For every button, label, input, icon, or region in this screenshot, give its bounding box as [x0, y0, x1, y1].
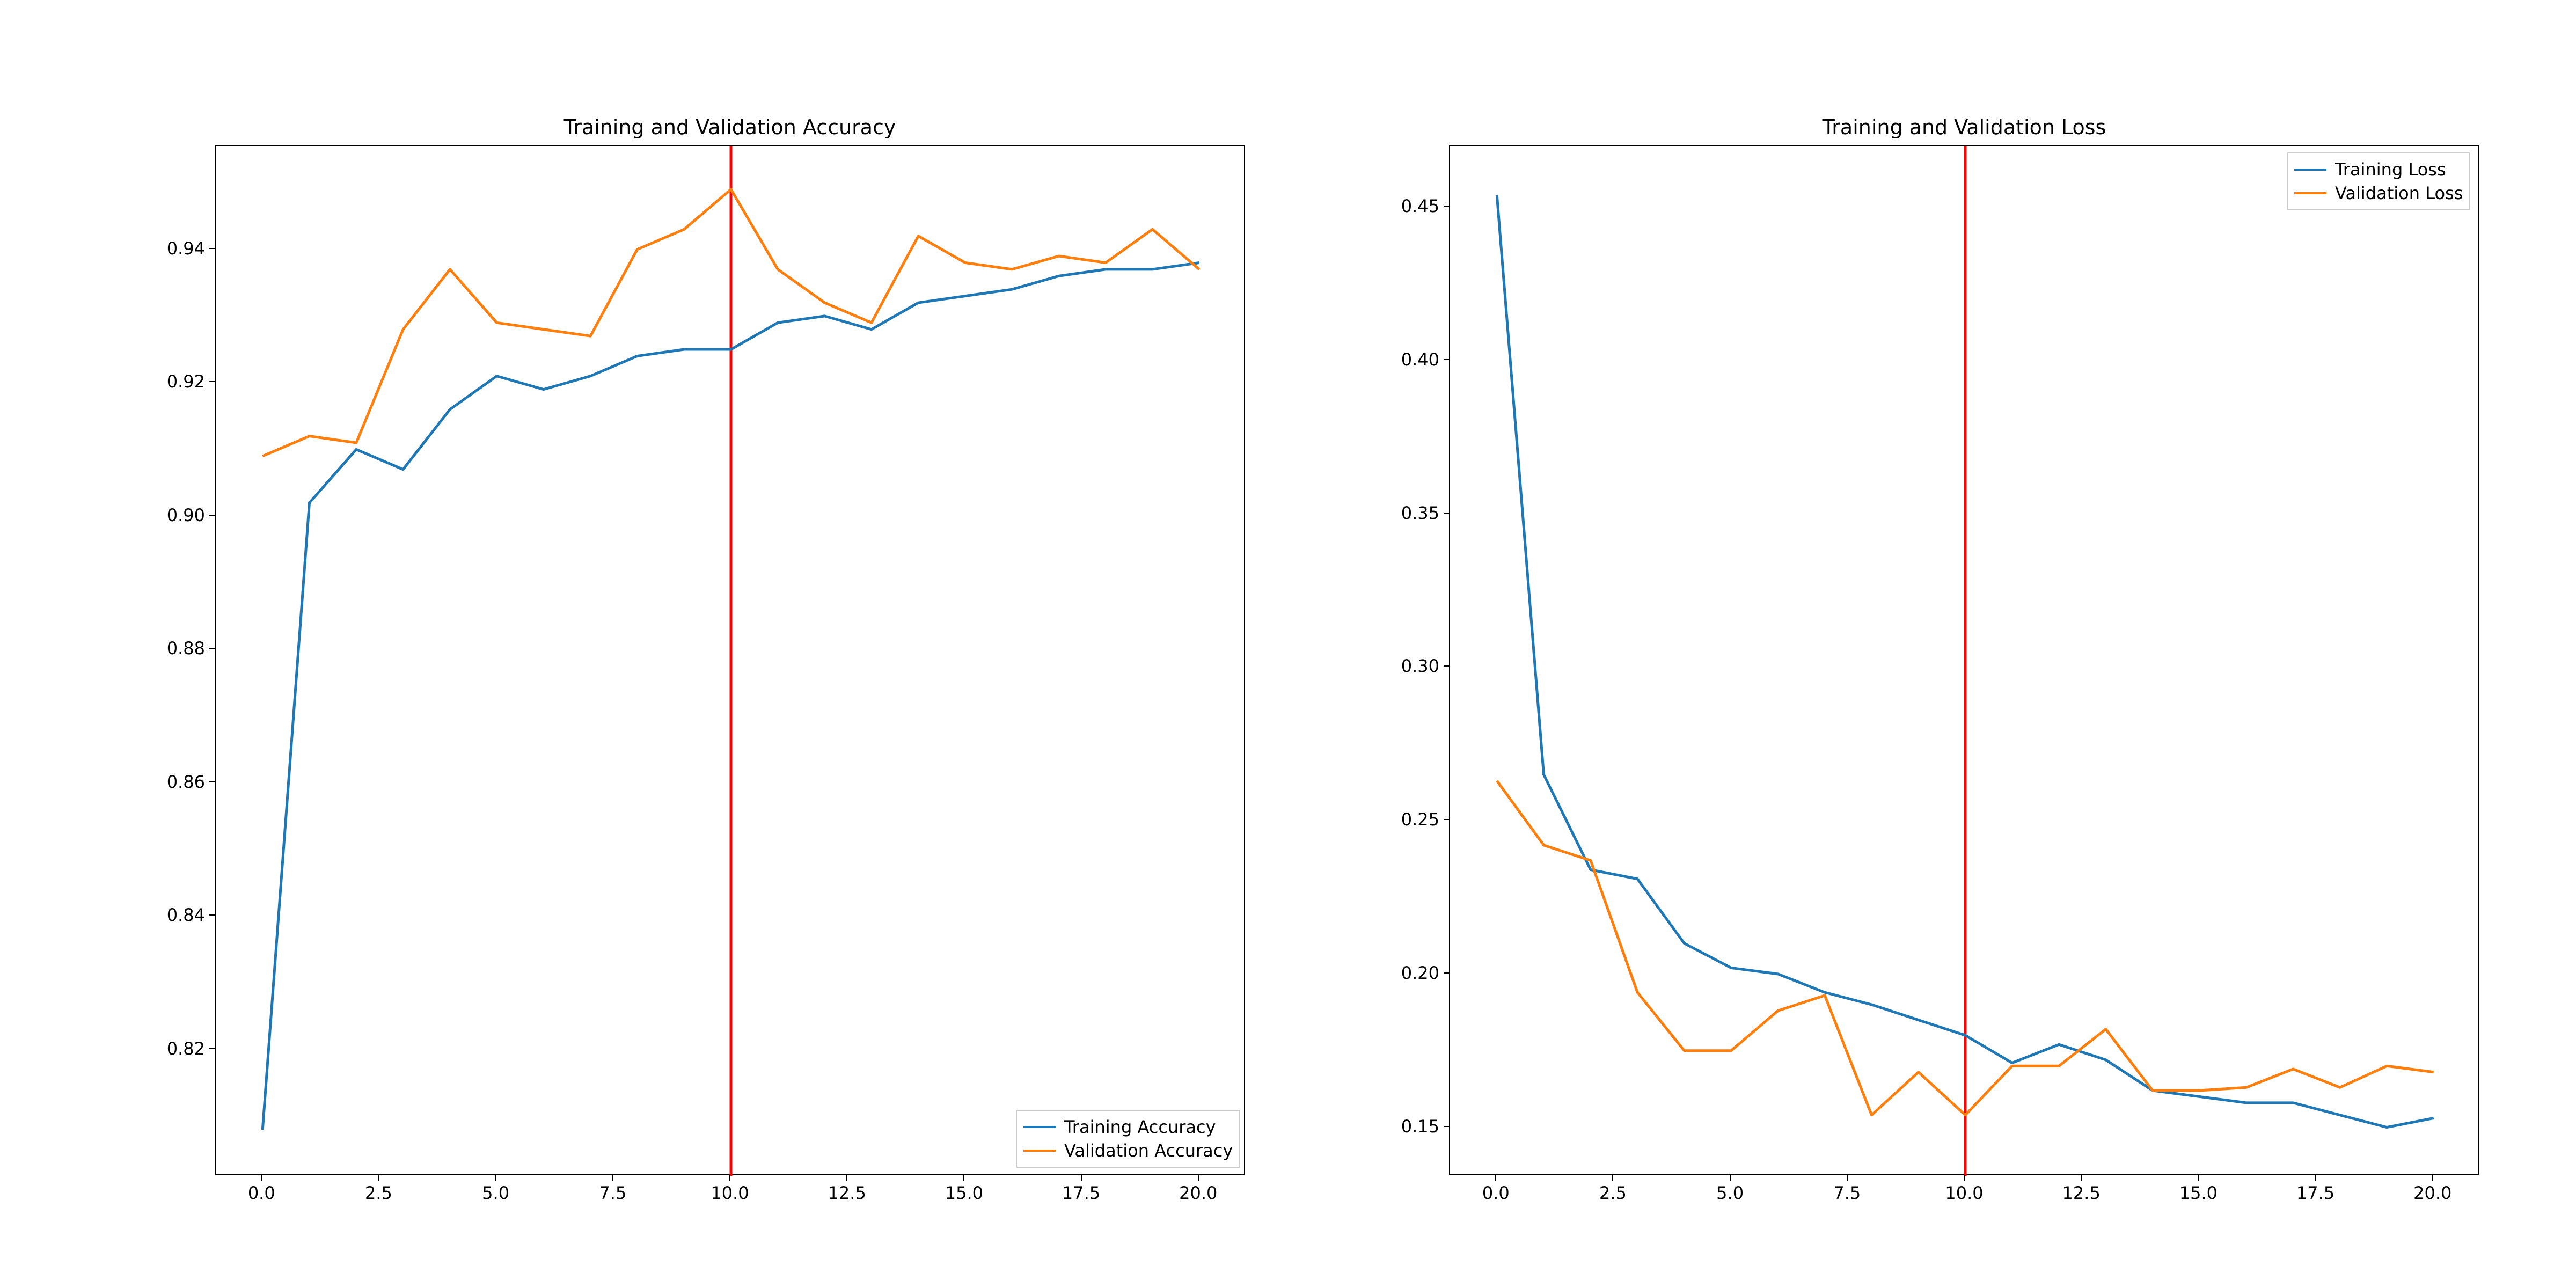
loss-chart-legend-row: Validation Loss — [2294, 181, 2463, 205]
accuracy-chart-legend-swatch — [1023, 1126, 1056, 1128]
loss-chart-xtick-mark — [1964, 1175, 1965, 1181]
accuracy-chart-xtick-label: 12.5 — [828, 1183, 866, 1203]
accuracy-chart-legend-label: Training Accuracy — [1064, 1117, 1216, 1137]
loss-chart-xtick-label: 2.5 — [1599, 1183, 1627, 1203]
accuracy-chart-lines — [216, 146, 1246, 1176]
accuracy-chart-legend-row: Training Accuracy — [1023, 1115, 1233, 1139]
loss-chart-legend-swatch — [2294, 169, 2326, 171]
accuracy-chart-xtick-label: 0.0 — [248, 1183, 275, 1203]
loss-chart-ytick-label: 0.15 — [1401, 1116, 1439, 1137]
accuracy-chart-xtick-mark — [963, 1175, 964, 1181]
loss-chart-legend-swatch — [2294, 192, 2326, 194]
loss-chart-xtick-label: 17.5 — [2296, 1183, 2334, 1203]
loss-chart-xtick-mark — [2198, 1175, 2199, 1181]
accuracy-chart-ytick-label: 0.84 — [167, 905, 205, 925]
accuracy-chart-ytick-label: 0.90 — [167, 505, 205, 525]
accuracy-chart-ytick-label: 0.88 — [167, 638, 205, 658]
loss-chart-xtick-label: 12.5 — [2062, 1183, 2101, 1203]
left-plot-area — [215, 145, 1245, 1175]
loss-chart-ytick-mark — [1444, 513, 1449, 514]
accuracy-chart-xtick-mark — [261, 1175, 262, 1181]
accuracy-chart-ytick-label: 0.86 — [167, 772, 205, 792]
accuracy-chart-ytick-mark — [209, 1048, 215, 1049]
accuracy-chart-xtick-label: 5.0 — [482, 1183, 509, 1203]
accuracy-chart-xtick-label: 7.5 — [599, 1183, 626, 1203]
accuracy-chart-xtick-label: 2.5 — [365, 1183, 392, 1203]
loss-chart-ytick-label: 0.40 — [1401, 349, 1439, 370]
accuracy-chart-ytick-mark — [209, 381, 215, 382]
accuracy-chart-legend-swatch — [1023, 1150, 1056, 1152]
loss-chart-xtick-label: 5.0 — [1716, 1183, 1744, 1203]
accuracy-chart-legend-label: Validation Accuracy — [1064, 1140, 1233, 1161]
loss-chart-xtick-mark — [1612, 1175, 1613, 1181]
accuracy-chart-xtick-mark — [1081, 1175, 1082, 1181]
loss-chart-xtick-label: 10.0 — [1945, 1183, 1983, 1203]
loss-chart-ytick-label: 0.20 — [1401, 963, 1439, 983]
loss-chart-ytick-label: 0.25 — [1401, 809, 1439, 830]
loss-chart-ytick-label: 0.45 — [1401, 196, 1439, 216]
accuracy-chart-xtick-mark — [846, 1175, 847, 1181]
loss-chart-ytick-mark — [1444, 972, 1449, 974]
loss-chart-legend-label: Validation Loss — [2335, 183, 2463, 203]
accuracy-chart-xtick-label: 10.0 — [711, 1183, 749, 1203]
loss-chart-xtick-label: 7.5 — [1833, 1183, 1861, 1203]
accuracy-chart-xtick-mark — [1198, 1175, 1199, 1181]
loss-chart-xtick-label: 15.0 — [2179, 1183, 2218, 1203]
loss-chart-ytick-mark — [1444, 819, 1449, 820]
right-plot-area — [1449, 145, 2479, 1175]
loss-chart-ytick-mark — [1444, 359, 1449, 360]
accuracy-chart-ytick-label: 0.82 — [167, 1038, 205, 1059]
accuracy-chart-legend-row: Validation Accuracy — [1023, 1139, 1233, 1162]
left-title: Training and Validation Accuracy — [564, 115, 896, 139]
loss-chart-lines — [1450, 146, 2480, 1176]
accuracy-chart-ytick-label: 0.94 — [167, 238, 205, 259]
loss-chart-legend-label: Training Loss — [2335, 159, 2446, 180]
loss-chart-xtick-mark — [1730, 1175, 1731, 1181]
loss-chart-xtick-mark — [1495, 1175, 1496, 1181]
accuracy-chart-ytick-label: 0.92 — [167, 371, 205, 392]
loss-chart-xtick-mark — [2315, 1175, 2316, 1181]
right-title: Training and Validation Loss — [1823, 115, 2106, 139]
loss-chart-xtick-mark — [2432, 1175, 2433, 1181]
accuracy-chart-xtick-mark — [378, 1175, 379, 1181]
accuracy-chart-ytick-mark — [209, 515, 215, 516]
loss-chart-xtick-mark — [2081, 1175, 2082, 1181]
loss-chart-ytick-mark — [1444, 206, 1449, 207]
accuracy-chart-xtick-label: 17.5 — [1062, 1183, 1100, 1203]
loss-chart-xtick-label: 0.0 — [1482, 1183, 1510, 1203]
loss-chart-ytick-mark — [1444, 1126, 1449, 1127]
loss-chart-xtick-mark — [1847, 1175, 1848, 1181]
accuracy-chart-xtick-mark — [495, 1175, 496, 1181]
accuracy-chart-ytick-mark — [209, 648, 215, 649]
accuracy-chart-legend: Training Accuracy Validation Accuracy — [1016, 1110, 1240, 1168]
loss-chart-legend: Training Loss Validation Loss — [2287, 152, 2470, 210]
accuracy-chart-xtick-mark — [612, 1175, 613, 1181]
figure: Training and Validation Accuracy Trainin… — [0, 0, 2576, 1288]
accuracy-chart-xtick-mark — [729, 1175, 730, 1181]
loss-chart-ytick-label: 0.30 — [1401, 656, 1439, 676]
accuracy-chart-ytick-mark — [209, 248, 215, 249]
accuracy-chart-ytick-mark — [209, 781, 215, 782]
accuracy-chart-xtick-label: 15.0 — [945, 1183, 983, 1203]
loss-chart-legend-row: Training Loss — [2294, 158, 2463, 181]
loss-chart-ytick-mark — [1444, 665, 1449, 667]
loss-chart-xtick-label: 20.0 — [2413, 1183, 2451, 1203]
loss-chart-ytick-label: 0.35 — [1401, 503, 1439, 523]
accuracy-chart-xtick-label: 20.0 — [1179, 1183, 1217, 1203]
accuracy-chart-ytick-mark — [209, 914, 215, 916]
